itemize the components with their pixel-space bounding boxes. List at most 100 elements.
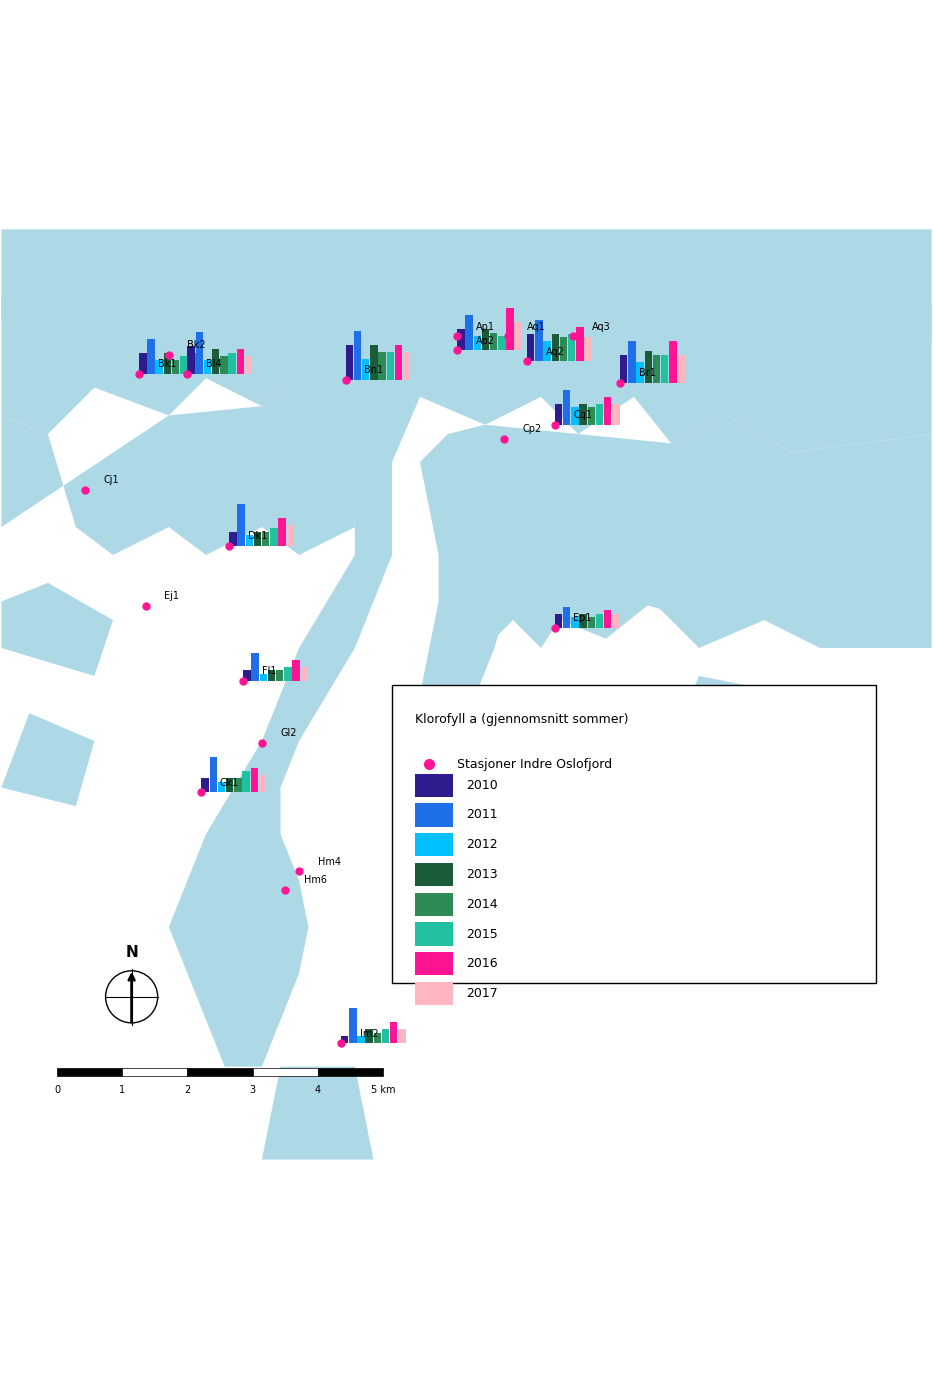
Bar [540,726,548,756]
Text: 2013: 2013 [466,868,498,881]
Bar [474,336,481,350]
Bar [490,333,497,350]
Text: Ap2: Ap2 [476,336,494,346]
Text: Aq1: Aq1 [527,322,546,332]
Bar [172,360,179,374]
Bar [188,346,195,374]
Text: 2: 2 [185,1085,190,1095]
Bar [612,404,620,425]
Text: Hm4: Hm4 [317,857,341,867]
Bar [596,614,604,628]
Text: Ej1: Ej1 [164,592,179,601]
Bar [677,356,685,383]
Bar [139,353,146,374]
Bar [390,1022,397,1043]
Bar [354,331,361,381]
Bar [357,1036,365,1043]
Polygon shape [1,276,141,342]
Bar [532,740,539,756]
Bar [229,353,236,374]
Bar [604,397,611,425]
Bar [588,617,595,628]
Bar [210,757,217,792]
Bar [498,336,506,350]
Bar [576,326,583,361]
Text: Br1: Br1 [638,368,656,378]
Bar [362,360,369,381]
Bar [527,333,535,361]
Bar [378,353,385,381]
Bar [243,771,250,792]
Bar [196,360,203,374]
Polygon shape [1,229,932,453]
Bar [245,535,253,546]
Bar [373,1033,381,1043]
Bar [555,404,563,425]
Bar [220,356,228,374]
Polygon shape [1,369,355,556]
Bar [285,667,292,681]
Text: Im2: Im2 [359,1029,378,1039]
Bar [653,356,661,383]
Polygon shape [513,770,634,863]
Bar [549,733,556,756]
Text: Gl2: Gl2 [281,728,297,738]
Bar [349,1008,356,1043]
Polygon shape [411,425,522,833]
Bar [300,667,308,681]
Bar [253,1068,317,1076]
Bar [415,863,453,886]
Bar [366,1029,373,1043]
Bar [188,353,196,374]
Bar [196,332,203,374]
Text: Hm6: Hm6 [304,875,327,885]
Text: Ep1: Ep1 [574,613,592,622]
Text: 2016: 2016 [466,957,498,971]
Text: Aq3: Aq3 [592,322,611,332]
Bar [271,528,278,546]
Bar [180,356,188,374]
Polygon shape [792,490,913,583]
Text: Gk1: Gk1 [220,778,239,788]
Bar [568,333,576,361]
Text: 5 km: 5 km [370,1085,395,1095]
Text: 4: 4 [314,1085,321,1095]
Bar [392,685,876,983]
Bar [415,833,453,857]
Polygon shape [634,556,727,619]
Bar [415,774,453,797]
Text: 0: 0 [54,1085,61,1095]
Bar [292,660,299,681]
Polygon shape [448,415,932,649]
Bar [203,360,211,374]
Bar [415,922,453,946]
Bar [268,669,275,681]
Bar [596,404,604,425]
Polygon shape [1,583,113,676]
Bar [563,390,570,425]
Bar [415,953,453,975]
Bar [481,329,489,350]
Text: Bl4: Bl4 [206,358,222,369]
Bar [579,404,587,425]
Bar [604,610,611,628]
Bar [237,349,244,374]
Bar [57,1068,122,1076]
Bar [122,1068,188,1076]
Bar [457,329,465,350]
Polygon shape [1,713,94,806]
Bar [661,356,668,383]
Bar [563,607,570,628]
Bar [620,356,627,383]
Text: N: N [125,945,138,960]
Bar [234,778,242,792]
Bar [588,407,595,425]
Bar [395,346,402,381]
Bar [244,669,251,681]
Bar [612,614,620,628]
Bar [212,349,219,374]
Text: Bk1: Bk1 [158,358,176,369]
Bar [551,333,559,361]
Polygon shape [169,369,420,1067]
Bar [262,532,270,546]
